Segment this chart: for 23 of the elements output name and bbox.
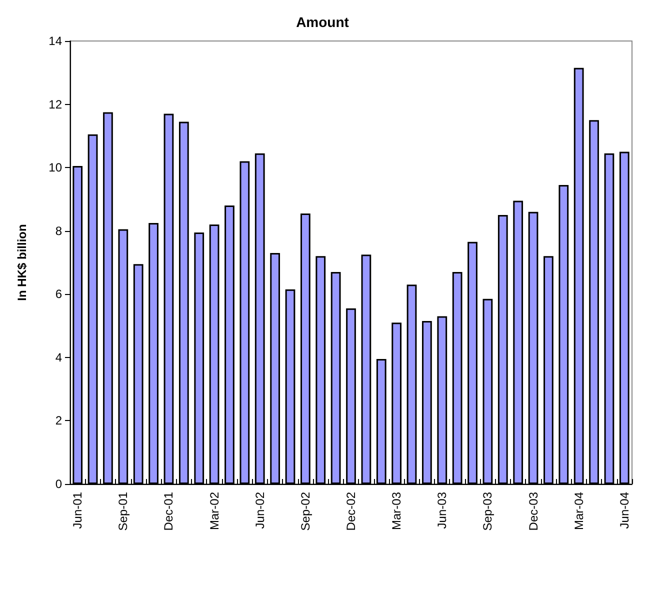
y-tick-label: 14 xyxy=(48,34,62,48)
x-tick-label: Jun-03 xyxy=(435,492,450,529)
x-tick-label: Mar-03 xyxy=(390,492,404,530)
y-tick-label: 12 xyxy=(48,97,62,112)
x-tick-label: Dec-02 xyxy=(344,492,358,531)
x-tick-label: Dec-01 xyxy=(162,492,176,531)
x-tick-label: Dec-03 xyxy=(526,492,540,531)
x-tick-label: Jun-02 xyxy=(252,492,267,529)
x-tick-label: Sep-01 xyxy=(116,492,130,531)
x-tick-label: Mar-04 xyxy=(572,492,586,530)
y-tick-label: 0 xyxy=(55,477,62,491)
x-tick-label: Mar-02 xyxy=(207,492,222,530)
x-tick-label: Jun-04 xyxy=(617,492,632,529)
y-tick-label: 10 xyxy=(48,160,62,175)
x-tick-label: Jun-01 xyxy=(70,492,85,529)
y-tick-label: 8 xyxy=(55,224,62,238)
x-tick-label: Sep-02 xyxy=(298,492,312,531)
y-axis-title: In HK$ billion xyxy=(15,224,29,301)
y-tick-label: 2 xyxy=(55,414,62,428)
chart-title: Amount xyxy=(296,14,350,30)
y-tick-label: 4 xyxy=(55,350,62,364)
x-tick-label: Sep-03 xyxy=(480,492,495,531)
y-tick-label: 6 xyxy=(55,287,62,302)
